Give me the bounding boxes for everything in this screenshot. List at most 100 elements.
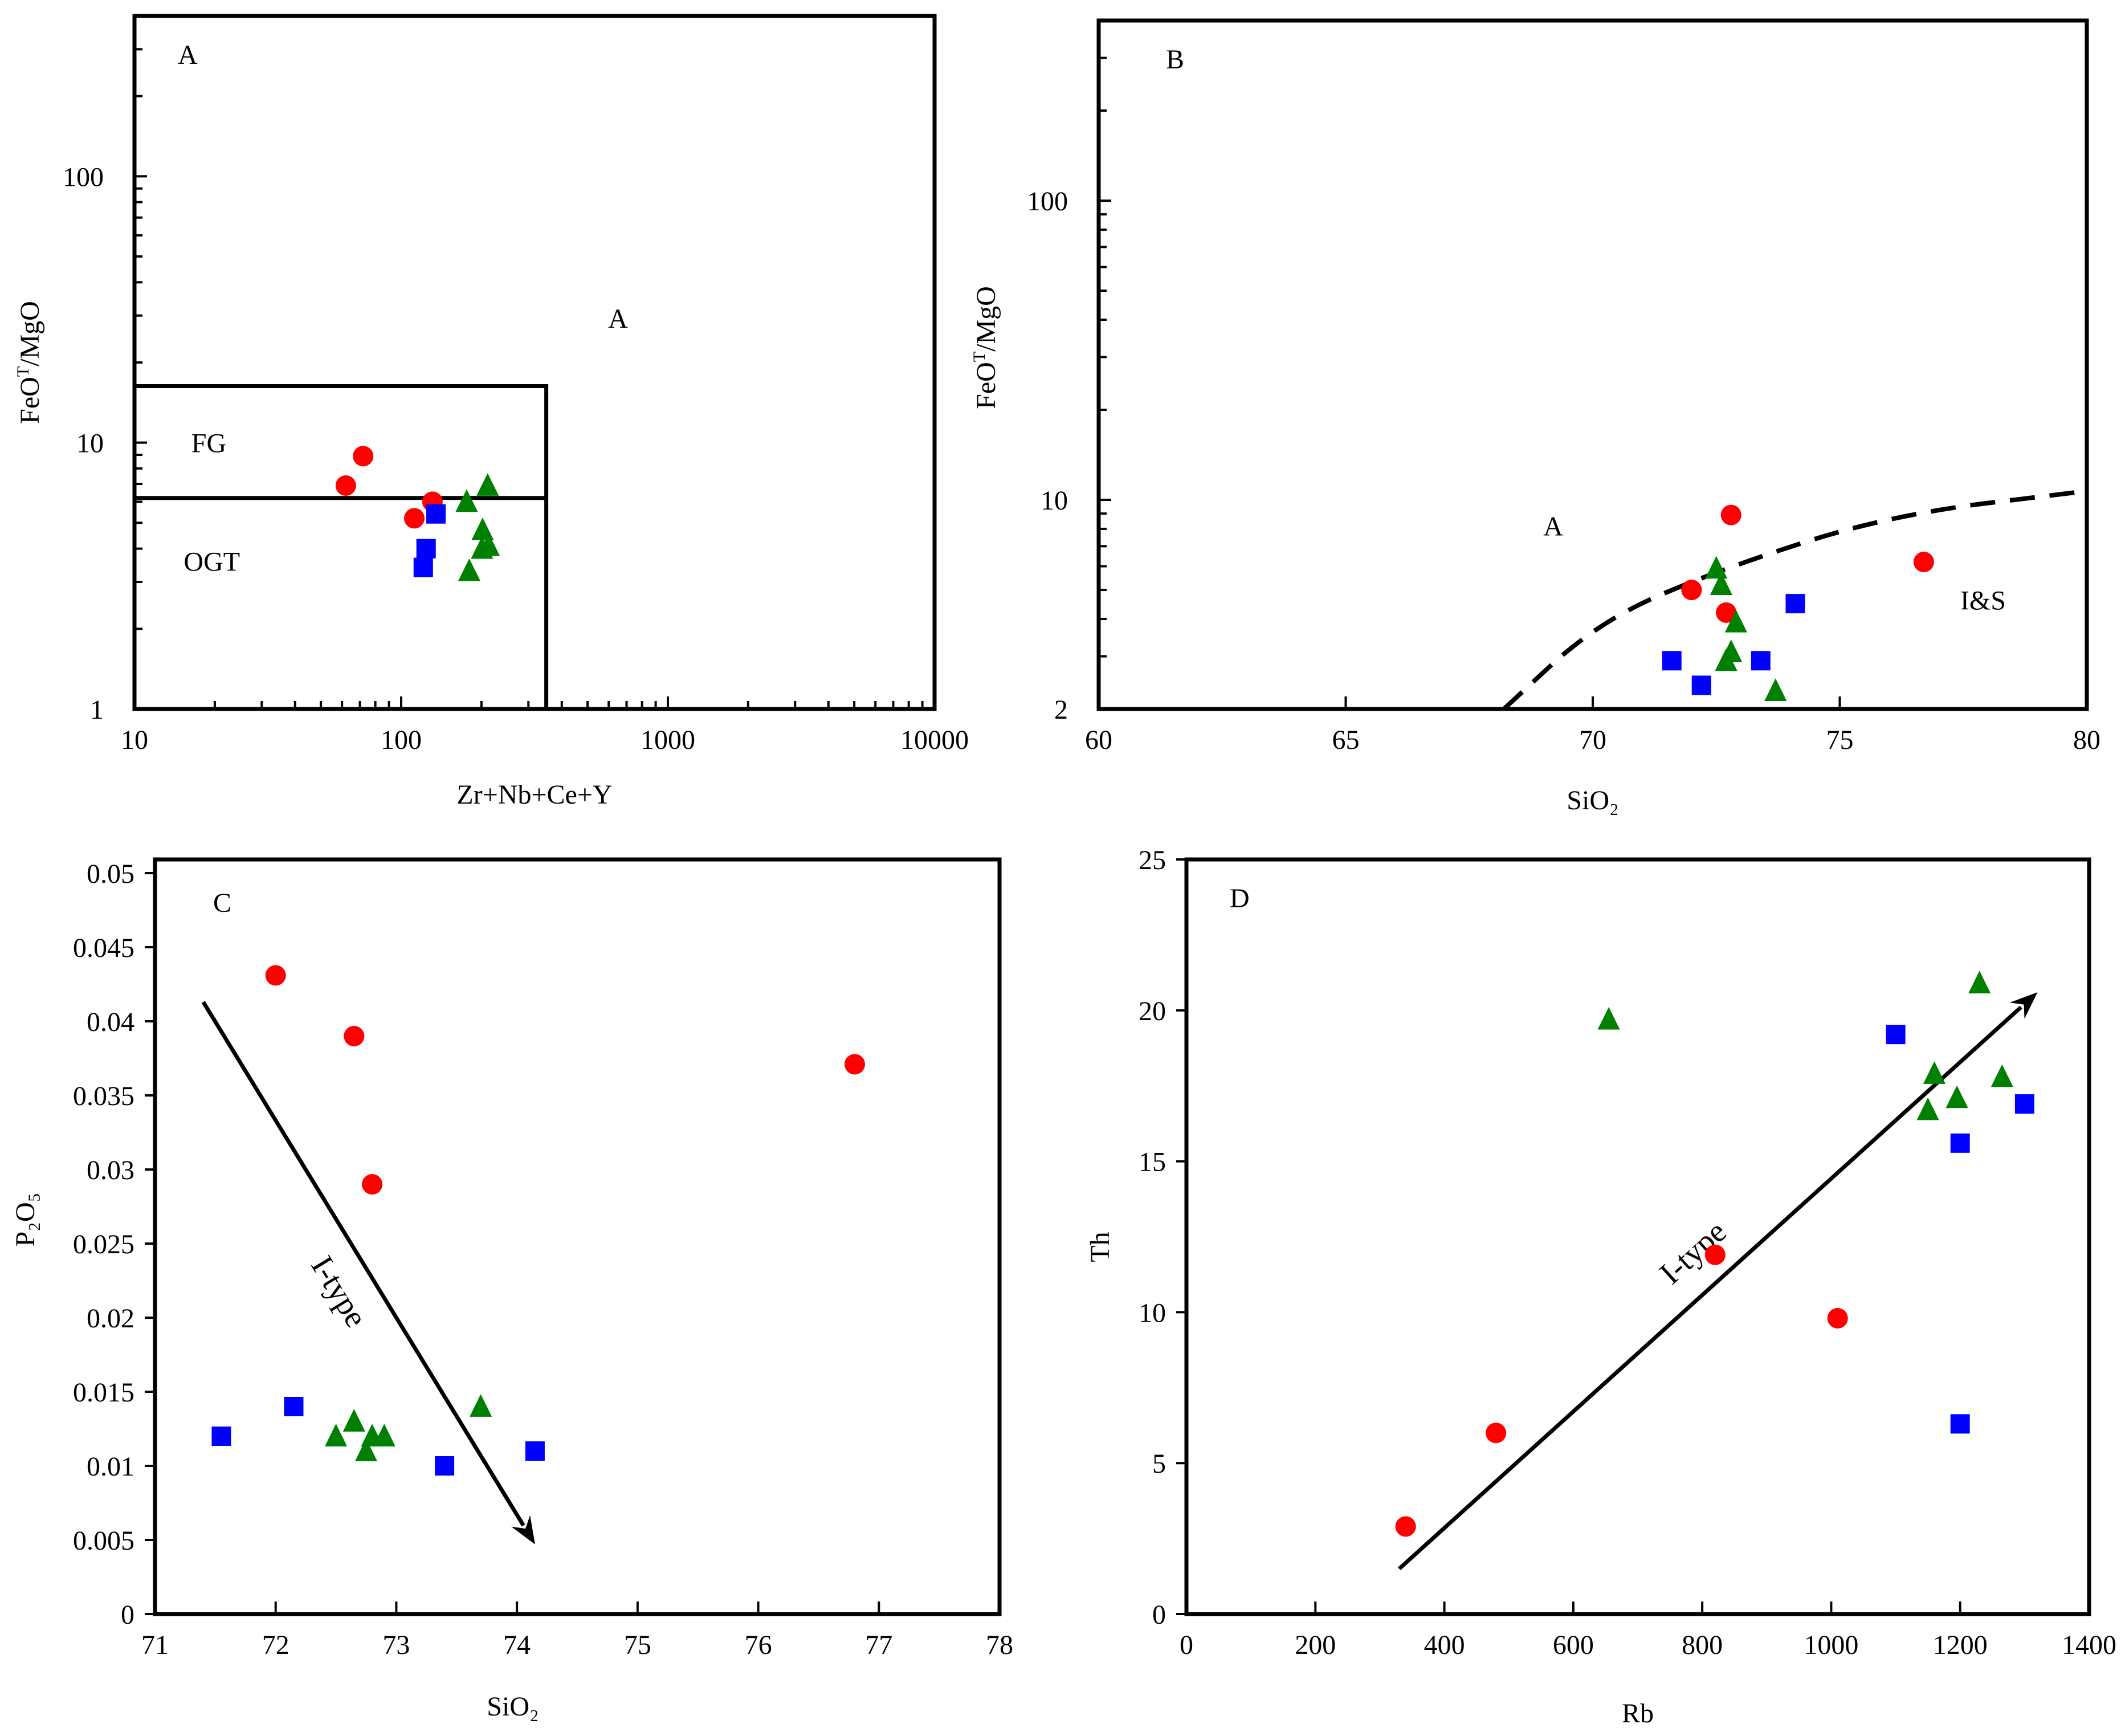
series-3-point [1945,1085,1968,1109]
x-tick-label: 77 [865,1630,892,1660]
series-3-point [1597,1006,1620,1030]
x-tick-label: 60 [1085,725,1112,755]
x-tick-label: 72 [262,1630,289,1660]
series-3-point [1724,609,1747,633]
series-3-point [458,558,481,581]
panel-c-y-label: P₂O₅ [10,1193,40,1247]
series-1-point [1913,552,1934,573]
y-tick-label: 0.04 [87,1007,134,1037]
x-tick-label: 200 [1295,1630,1336,1660]
series-1-point [1704,1244,1726,1265]
y-tick-label: 10 [1041,486,1068,516]
series-3-point [1991,1064,2013,1087]
panel-c-frame [153,857,1002,1616]
series-2-point [1691,675,1711,695]
series-3-point [354,1438,378,1461]
series-3-point [470,1394,492,1417]
panel-a-letter: A [178,40,198,70]
x-tick-label: 80 [2073,725,2100,755]
series-2-point [416,539,436,559]
panel-a-y-label: FeOT/MgO [14,301,45,424]
series-1-point [353,446,374,467]
x-tick-label: 100 [381,725,422,755]
field-boundary-line [134,384,549,709]
series-3-point [1916,1097,1939,1120]
series-3-point [1923,1061,1946,1084]
x-tick-label: 400 [1424,1630,1465,1660]
y-tick-label: 100 [1027,186,1068,217]
series-2-point [413,557,433,577]
series-2-point [525,1441,545,1461]
panel-b-major-ticks [1098,696,2088,709]
series-2-point [1662,651,1682,671]
panel-c-tick-labels: 71 72 73 74 75 76 77 78 0 0.005 0.01 0.015 0.02 0.025… [73,859,1013,1660]
series-1-point [404,508,425,529]
trend-arrow-line [201,1001,525,1527]
y-tick-label: 0 [1152,1600,1166,1630]
x-tick-label: 75 [1826,725,1854,755]
y-tick-label: 0.025 [73,1229,134,1260]
x-tick-label: 1000 [1804,1630,1858,1660]
y-tick-label: 20 [1139,996,1166,1026]
panel-c-letter: C [213,888,231,918]
y-tick-label: 0.005 [73,1526,134,1556]
x-tick-label: 76 [745,1630,772,1660]
x-tick-label: 0 [1180,1630,1193,1660]
panel-b: 60 65 70 75 80 2 10 100 A I&S B SiO₂ FeOT/MgO [970,18,2100,816]
panel-c-points [211,965,865,1476]
series-3-point [476,473,499,496]
x-tick-label: 75 [624,1630,651,1660]
series-2-point [1785,594,1805,614]
series-2-point [435,1456,455,1476]
x-tick-label: 10 [121,725,148,755]
series-3-point [325,1424,348,1446]
panel-b-frame [1096,18,2089,711]
y-tick-label: 0.03 [87,1155,134,1185]
panel-a-tick-labels: 10 100 1000 10000 1 10 100 [63,162,969,755]
series-1-point [1395,1516,1416,1537]
series-1-point [844,1054,865,1075]
trend-arrow-line [1398,1005,2022,1571]
panel-b-minor-ticks [1099,19,1111,710]
series-3-point [1710,572,1732,595]
series-3-point [1764,678,1787,701]
y-tick-label: 25 [1139,845,1166,875]
y-tick-label: 0.02 [87,1303,134,1334]
series-1-point [1681,580,1702,601]
field-label: I&S [1960,585,2006,616]
y-tick-label: 0 [121,1600,134,1630]
series-2-point [1950,1133,1970,1153]
panel-a-minor-ticks [134,15,924,710]
series-3-point [1705,556,1728,579]
field-label: FG [191,429,226,459]
panel-d-x-label: Rb [1622,1698,1654,1729]
panel-a-fields: A FG OGT [134,304,628,709]
panel-a-major-ticks [133,696,936,709]
panel-b-letter: B [1166,44,1184,75]
series-1-point [265,965,286,986]
field-label: OGT [183,547,240,577]
x-tick-label: 74 [503,1630,531,1660]
x-tick-label: 800 [1682,1630,1723,1660]
series-1-point [1827,1307,1848,1329]
dashed-boundary-curve [1502,488,2087,711]
y-tick-label: 10 [1139,1298,1166,1328]
series-1-point [335,475,356,496]
field-label: A [608,304,628,334]
series-3-point [471,536,493,559]
panel-a-frame [132,14,937,711]
series-2-point [1950,1414,1970,1434]
y-tick-label: 0.035 [73,1081,134,1111]
panel-d-y-label: Th [1085,1232,1115,1262]
trend-arrow-head [511,1515,535,1545]
x-tick-label: 1400 [2062,1630,2116,1660]
panel-c: 71 72 73 74 75 76 77 78 0 0.005 0.01 0.015 0.02 0.025… [10,857,1013,1722]
x-tick-label: 70 [1579,725,1606,755]
y-tick-label: 100 [63,162,104,192]
y-tick-label: 5 [1152,1449,1166,1479]
x-tick-label: 78 [986,1630,1013,1660]
y-tick-label: 10 [76,429,104,459]
svg-text:FeOT/MgO: FeOT/MgO [970,286,1001,409]
panel-b-x-label: SiO₂ [1567,785,1618,816]
panel-c-trend: I-type [201,1001,535,1545]
